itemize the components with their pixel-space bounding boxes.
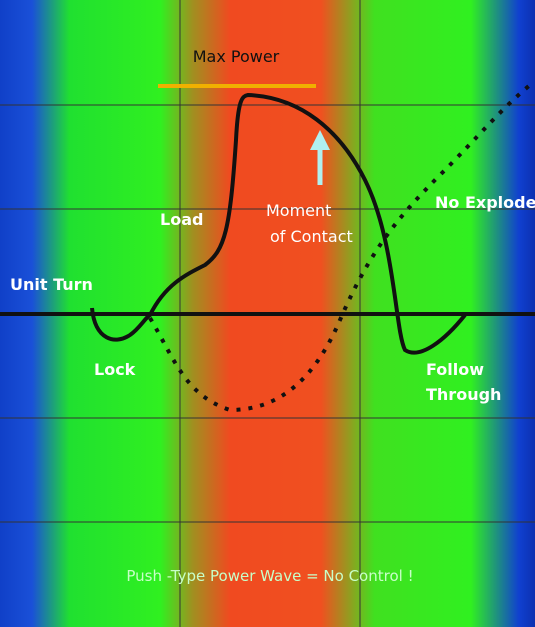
contact-arrow	[310, 130, 330, 185]
label: Unit Turn	[10, 275, 93, 294]
label: of Contact	[270, 227, 353, 246]
power-wave	[90, 92, 467, 355]
label: Load	[160, 210, 203, 229]
dotted-wave	[148, 83, 532, 413]
label: Moment	[266, 201, 331, 220]
label: Follow	[426, 360, 484, 379]
caption: Push -Type Power Wave = No Control !	[126, 567, 413, 585]
label: No Explode	[435, 193, 535, 212]
title: Max Power	[193, 47, 280, 66]
label: Lock	[94, 360, 136, 379]
label: Through	[426, 385, 501, 404]
